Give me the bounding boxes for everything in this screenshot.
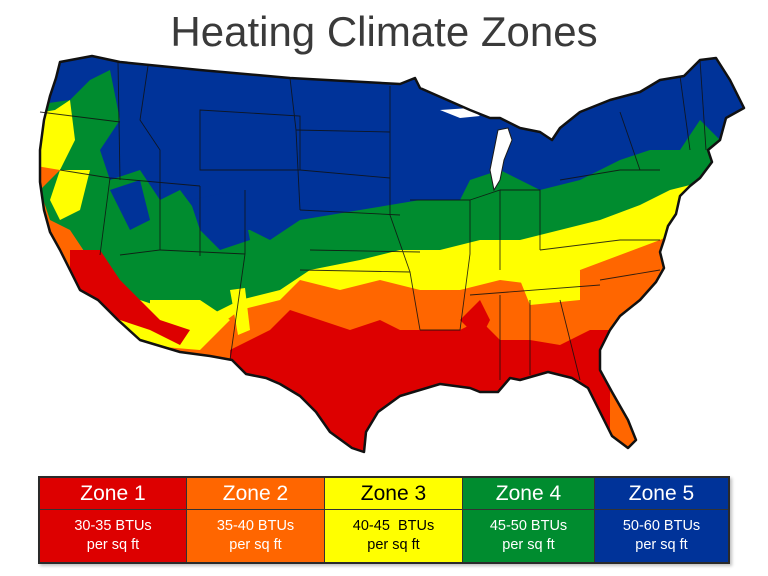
- legend-zone-unit: per sq ft: [502, 537, 555, 553]
- legend-zone-2: Zone 2 35-40 BTUs per sq ft: [187, 478, 325, 562]
- legend-zone-label: Zone 4: [463, 478, 594, 510]
- legend-zone-range: 35-40 BTUs: [216, 518, 295, 534]
- legend-zone-range: 45-50 BTUs: [489, 518, 568, 534]
- legend-zone-label: Zone 1: [40, 478, 186, 510]
- legend-zone-range: 30-35 BTUs: [74, 518, 152, 534]
- legend-zone-3: Zone 3 40-45 BTUs per sq ft: [325, 478, 463, 562]
- legend-zone-range: 50-60 BTUs: [622, 518, 701, 534]
- legend-zone-unit: per sq ft: [367, 537, 420, 553]
- zone-legend: Zone 1 30-35 BTUs per sq ft Zone 2 35-40…: [38, 476, 730, 564]
- legend-zone-range: 40-45 BTUs: [352, 518, 435, 534]
- legend-zone-unit: per sq ft: [86, 537, 140, 553]
- legend-zone-label: Zone 5: [595, 478, 728, 510]
- legend-zone-label: Zone 2: [187, 478, 324, 510]
- map-title: Heating Climate Zones: [170, 8, 598, 55]
- great-lakes: [489, 127, 513, 192]
- us-climate-zone-map: [38, 54, 746, 454]
- legend-zone-4: Zone 4 45-50 BTUs per sq ft: [463, 478, 595, 562]
- legend-zone-label: Zone 3: [325, 478, 462, 510]
- legend-zone-1: Zone 1 30-35 BTUs per sq ft: [40, 478, 187, 562]
- legend-zone-unit: per sq ft: [229, 537, 282, 553]
- legend-zone-unit: per sq ft: [635, 537, 688, 553]
- legend-zone-5: Zone 5 50-60 BTUs per sq ft: [595, 478, 728, 562]
